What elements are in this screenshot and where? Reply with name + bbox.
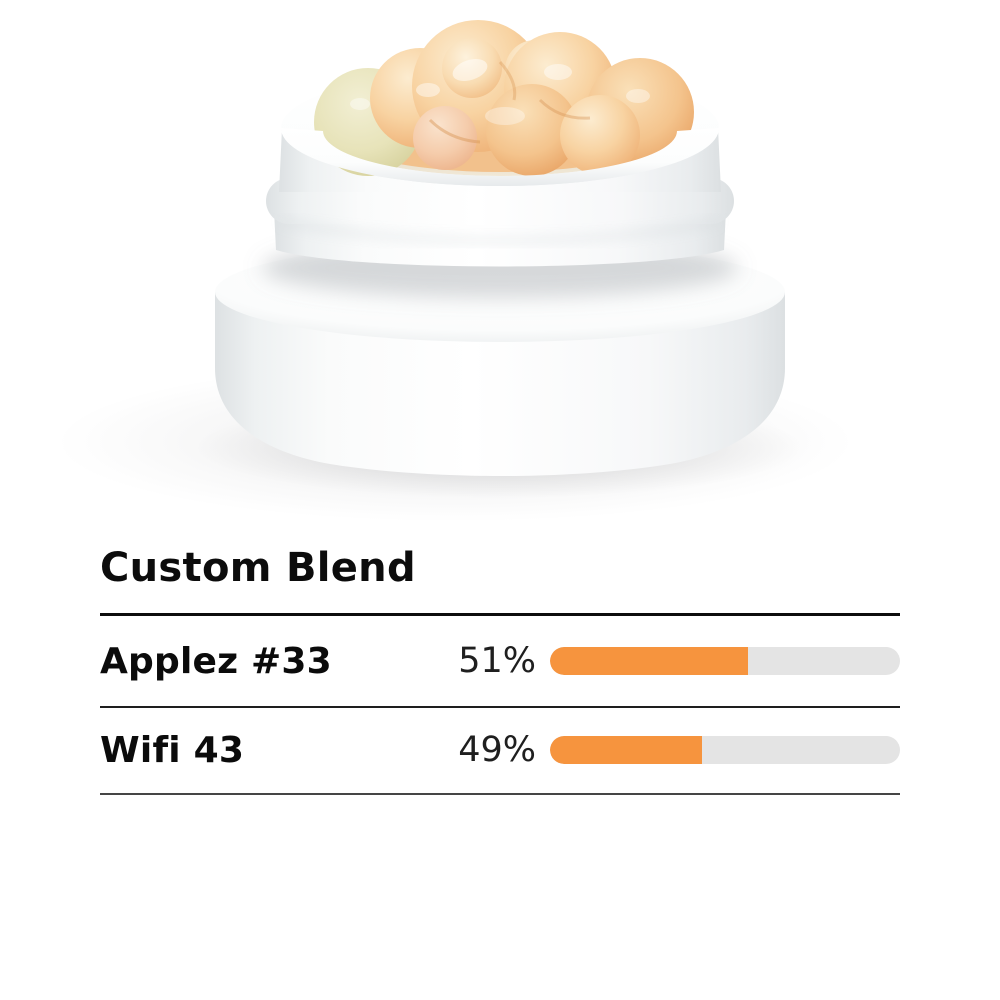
strain-row-applez-33: Applez #33 51%	[100, 616, 900, 706]
wax-blob	[314, 20, 694, 176]
strain-progress-fill	[550, 647, 748, 675]
strain-percent: 49%	[458, 730, 536, 770]
strain-progress-bar	[550, 736, 900, 764]
strain-progress-fill	[550, 736, 703, 764]
product-image-jar	[55, 20, 855, 520]
divider-top	[100, 613, 900, 616]
blend-info-section: Custom Blend Applez #33 51% Wifi 43 49%	[100, 0, 900, 1000]
divider-bottom	[100, 793, 900, 795]
strain-name: Applez #33	[100, 640, 332, 682]
jar-neck	[274, 210, 726, 267]
jar-base	[215, 238, 785, 476]
blend-title: Custom Blend	[100, 545, 416, 591]
strain-percent: 51%	[458, 641, 536, 681]
jar-rim-front	[281, 128, 719, 186]
strain-row-wifi-43: Wifi 43 49%	[100, 705, 900, 795]
strain-name: Wifi 43	[100, 729, 245, 771]
divider-middle	[100, 706, 900, 708]
strain-progress-bar	[550, 647, 900, 675]
